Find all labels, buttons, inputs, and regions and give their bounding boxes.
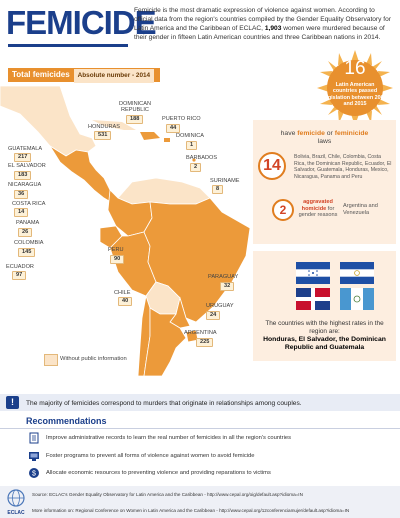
label-guatemala: GUATEMALA	[8, 146, 43, 152]
value-ecuador: 97	[12, 271, 27, 280]
label-uruguay: URUGUAY	[206, 303, 234, 309]
label-argentina: ARGENTINA	[184, 330, 217, 336]
value-peru: 90	[110, 255, 125, 264]
laws-head-pre: have	[280, 130, 298, 137]
highest-rates-caption: The countries with the highest rates in …	[256, 320, 393, 352]
label-dominican-republic: DOMINICAN REPUBLIC	[118, 101, 151, 113]
value-paraguay: 32	[220, 282, 235, 291]
latin-america-map	[0, 86, 251, 376]
recommendations-divider	[0, 428, 400, 429]
recommendations-title: Recommendations	[26, 416, 107, 426]
value-dominica: 1	[186, 141, 198, 150]
legislation-text: Latin American countries passed legislat…	[323, 82, 387, 108]
document-icon	[29, 432, 39, 444]
label-costa-rica: COSTA RICA	[12, 201, 46, 207]
sun-burst-icon	[317, 50, 393, 126]
eclac-logo-icon: ECLAC	[7, 489, 25, 516]
total-femicides-badge: Total femicides Absolute number - 2014	[8, 68, 160, 83]
laws-head-post: laws	[317, 138, 332, 145]
dominican-republic-flag-icon	[296, 288, 330, 310]
legend-label: Without public information	[60, 356, 127, 362]
value-el-salvador: 183	[14, 171, 32, 180]
value-dominican-republic: 188	[126, 115, 144, 124]
value-guatemala: 217	[14, 153, 32, 162]
title-underline	[8, 44, 128, 47]
label-panama: PANAMA	[16, 220, 40, 226]
intro-paragraph: Femicide is the most dramatic expression…	[134, 6, 394, 42]
label-colombia: COLOMBIA	[14, 240, 44, 246]
laws-panel	[253, 120, 396, 244]
badge-title: Total femicides	[12, 70, 70, 79]
value-argentina: 225	[196, 338, 214, 347]
footer-source: Source: ECLAC's Gender Equality Observat…	[32, 492, 303, 497]
resources-icon: $	[29, 468, 39, 478]
eclac-logo-text: ECLAC	[7, 510, 25, 516]
label-puerto-rico: PUERTO RICO	[162, 116, 201, 122]
honduras-flag-icon	[296, 262, 330, 284]
femicide-law-countries: Bolivia, Brazil, Chile, Colombia, Costa …	[294, 154, 392, 180]
intro-total: 1,903	[264, 25, 282, 32]
footer-more-info[interactable]: More information on: Regional Conference…	[32, 508, 350, 513]
recommendation-3: Allocate economic resources to preventin…	[46, 470, 271, 476]
program-icon	[29, 452, 39, 461]
svg-text:$: $	[32, 470, 36, 477]
recommendation-2: Foster programs to prevent all forms of …	[46, 453, 255, 459]
value-barbados: 2	[190, 163, 202, 172]
label-dominica: DOMINICA	[176, 133, 204, 139]
badge-subtitle: Absolute number - 2014	[73, 69, 155, 83]
recommendation-1: Improve administrative records to learn …	[46, 435, 292, 441]
value-uruguay: 24	[206, 311, 221, 320]
value-honduras: 531	[94, 131, 112, 140]
value-chile: 40	[118, 297, 133, 306]
intro-text-post: women were murdered because of their gen…	[134, 25, 385, 41]
laws-head-feminicide: feminicide	[334, 130, 369, 137]
notice-bar	[0, 394, 400, 411]
value-puerto-rico: 44	[166, 124, 181, 133]
highest-rates-intro: The countries with the highest rates in …	[265, 320, 384, 335]
label-honduras: HONDURAS	[88, 124, 121, 130]
aggravated-count: 2	[272, 199, 294, 221]
label-chile: CHILE	[114, 290, 131, 296]
warning-icon: !	[6, 396, 19, 409]
label-nicaragua: NICARAGUA	[8, 182, 42, 188]
footer	[0, 486, 400, 518]
aggravated-label: aggravated homicide for gender reasons	[296, 199, 340, 219]
guatemala-flag-icon	[340, 288, 374, 310]
el-salvador-flag-icon	[340, 262, 374, 284]
label-ecuador: ECUADOR	[6, 264, 34, 270]
legislation-count: 16	[344, 58, 366, 79]
label-el-salvador: EL SALVADOR	[8, 163, 46, 169]
laws-head-femicide: femicide	[297, 130, 325, 137]
aggravated-label-bold: aggravated homicide	[301, 199, 333, 212]
label-peru: PERU	[108, 247, 124, 253]
aggravated-label-post: for gender reasons	[298, 205, 338, 219]
femicide-law-count: 14	[258, 152, 286, 180]
value-costa-rica: 14	[14, 208, 29, 217]
label-barbados: BARBADOS	[186, 155, 218, 161]
intro-text-pre: Femicide is the most dramatic expression…	[134, 7, 391, 32]
value-suriname: 8	[212, 185, 224, 194]
notice-text: The majority of femicides correspond to …	[26, 400, 302, 407]
aggravated-countries: Argentina and Venezuela	[343, 203, 378, 216]
value-nicaragua: 36	[14, 190, 29, 199]
page-title: FEMICIDE	[6, 4, 157, 41]
value-panama: 26	[18, 228, 33, 237]
legend-swatch-no-data	[44, 354, 58, 366]
value-colombia: 145	[18, 248, 36, 257]
label-suriname: SURINAME	[210, 178, 240, 184]
laws-head-mid: or	[324, 130, 335, 137]
laws-heading: have femicide or feminicide laws	[253, 130, 396, 146]
highest-rates-countries: Honduras, El Salvador, the Dominican Rep…	[263, 336, 386, 351]
label-paraguay: PARAGUAY	[208, 274, 239, 280]
